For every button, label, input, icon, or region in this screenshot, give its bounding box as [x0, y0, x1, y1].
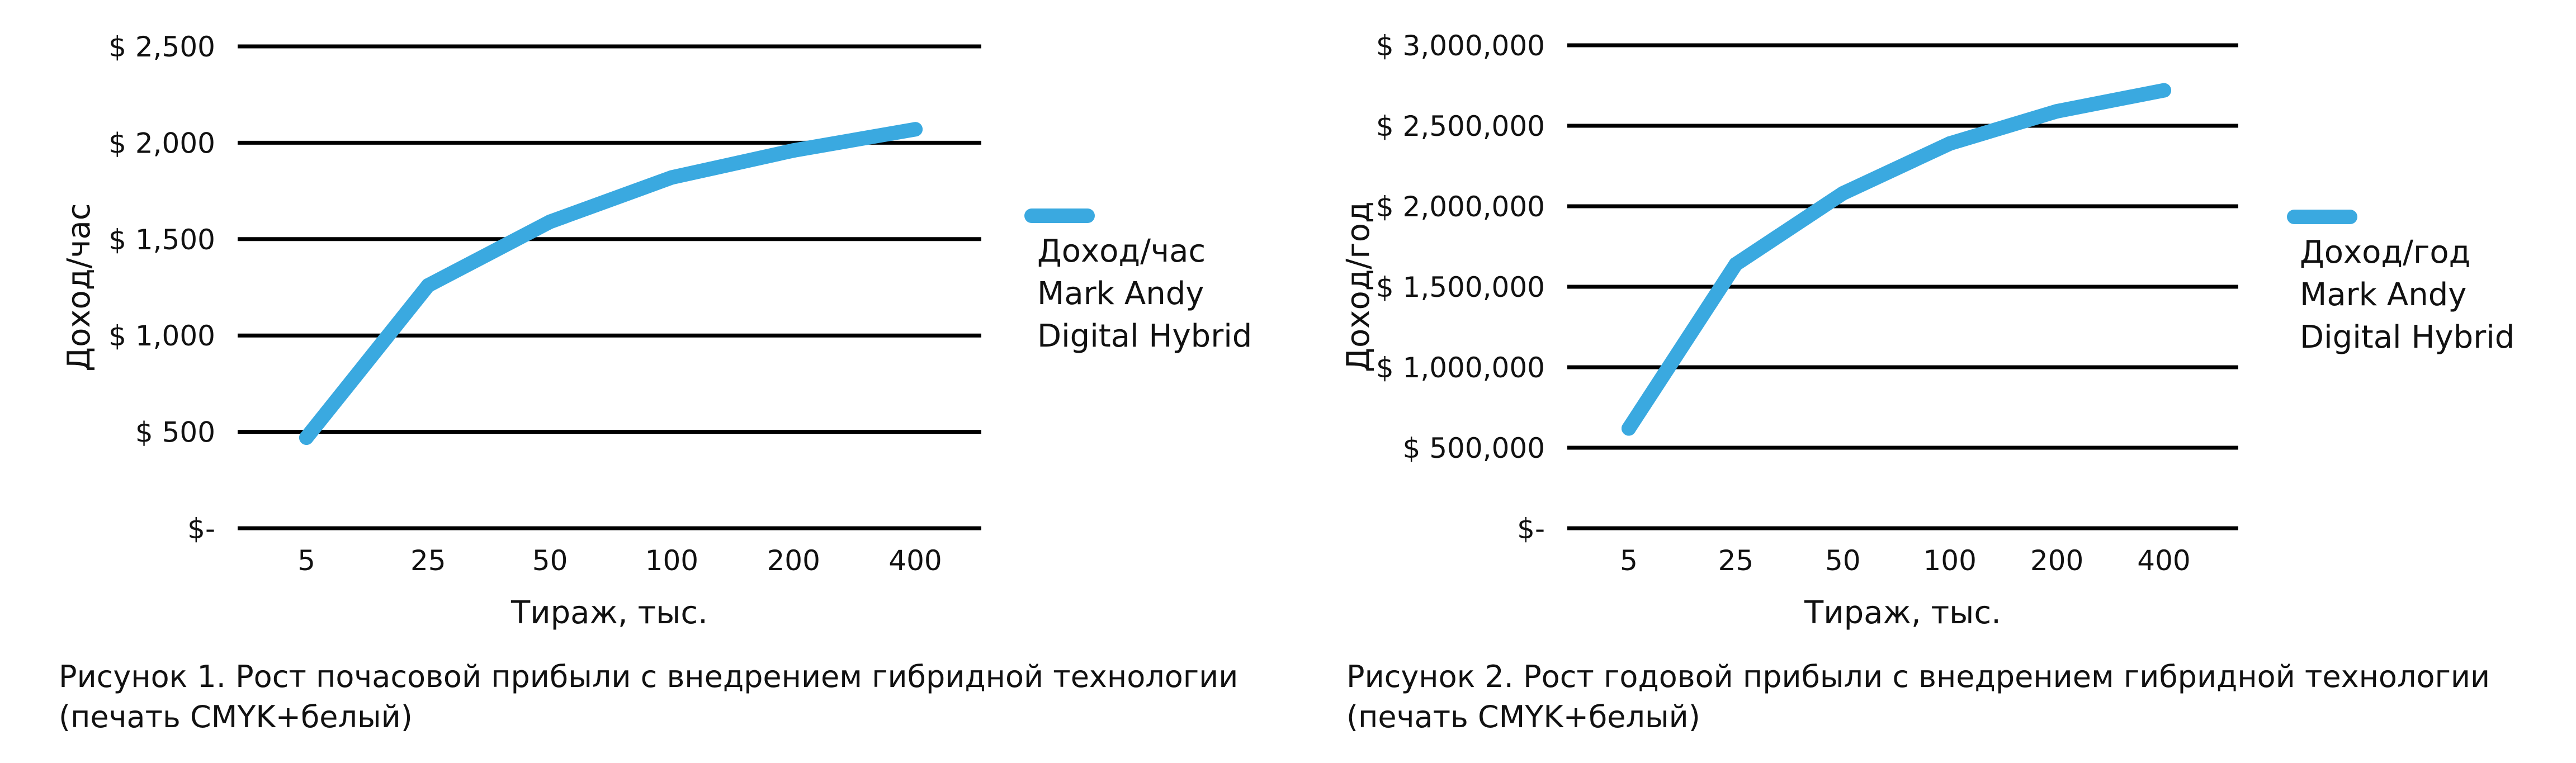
x-tick-label: 100	[645, 544, 698, 577]
legend-label: Mark Andy	[1037, 276, 1204, 312]
legend-label: Digital Hybrid	[2300, 319, 2514, 356]
data-point	[786, 143, 801, 158]
y-tick-label: $ 500,000	[1403, 432, 1545, 465]
y-tick-label: $ 1,000	[108, 320, 215, 352]
y-tick-label: $ 2,000,000	[1376, 191, 1545, 223]
x-tick-label: 50	[532, 544, 568, 577]
y-axis-label: Доход/год	[1340, 201, 1377, 372]
x-tick-label: 5	[297, 544, 315, 577]
data-point	[1942, 136, 1958, 151]
caption-line-2: (печать CMYK+белый)	[59, 699, 413, 734]
x-tick-label: 25	[1718, 544, 1754, 577]
y-tick-label: $ 2,000	[108, 127, 215, 159]
x-tick-label: 400	[2137, 544, 2190, 577]
data-point	[1728, 257, 1743, 272]
data-point	[420, 278, 436, 293]
series-line	[1622, 83, 2171, 436]
x-axis-label: Тираж, тыс.	[511, 595, 708, 631]
legend-label: Доход/год	[2300, 234, 2470, 271]
y-axis-label: Доход/час	[61, 203, 97, 371]
x-tick-label: 25	[410, 544, 446, 577]
legend-label: Доход/час	[1037, 233, 1206, 269]
caption-line-2: (печать CMYK+белый)	[1346, 699, 1700, 734]
data-point	[2157, 83, 2171, 98]
x-tick-label: 400	[888, 544, 942, 577]
x-tick-label: 5	[1620, 544, 1638, 577]
x-tick-label: 100	[1923, 544, 1976, 577]
data-point	[1622, 421, 1636, 436]
data-point	[908, 122, 923, 137]
legend-label: Digital Hybrid	[1037, 318, 1252, 354]
figure-2: $- $ 500,000 $ 1,000,000 $ 1,500,000 $ 2,000…	[1288, 0, 2576, 763]
y-tick-label: $ 3,000,000	[1376, 30, 1545, 62]
data-point	[542, 214, 557, 229]
series-line	[299, 122, 923, 445]
y-tick-label: $-	[187, 513, 215, 545]
figure-caption-1: Рисунок 1. Рост почасовой прибыли с внед…	[59, 657, 1261, 737]
data-point	[299, 430, 314, 445]
caption-line-1: Рисунок 1. Рост почасовой прибыли с внед…	[59, 659, 1239, 694]
figure-caption-2: Рисунок 2. Рост годовой прибыли с внедре…	[1346, 657, 2549, 737]
y-tick-label: $-	[1517, 513, 1545, 545]
data-point	[664, 170, 679, 185]
x-tick-label: 50	[1825, 544, 1861, 577]
chart-1: $- $ 500 $ 1,000 $ 1,500 $ 2,000 $ 2,500 5 25 50…	[61, 31, 1252, 631]
y-tick-label: $ 2,500	[108, 31, 215, 63]
x-tick-label: 200	[2030, 544, 2083, 577]
y-tick-label: $ 500	[135, 416, 215, 449]
legend-label: Mark Andy	[2300, 277, 2466, 313]
figure-1: $- $ 500 $ 1,000 $ 1,500 $ 2,000 $ 2,500 5 25 50…	[59, 31, 1261, 737]
data-point	[1835, 186, 1850, 201]
chart-2: $- $ 500,000 $ 1,000,000 $ 1,500,000 $ 2,000…	[1340, 30, 2514, 631]
caption-line-1: Рисунок 2. Рост годовой прибыли с внедре…	[1346, 659, 2490, 694]
x-axis-label: Тираж, тыс.	[1804, 595, 2001, 631]
x-tick-label: 200	[767, 544, 820, 577]
data-point	[2049, 104, 2064, 119]
y-tick-label: $ 2,500,000	[1376, 110, 1545, 143]
y-tick-label: $ 1,000,000	[1376, 352, 1545, 384]
y-tick-label: $ 1,500	[108, 224, 215, 256]
y-tick-label: $ 1,500,000	[1376, 271, 1545, 304]
